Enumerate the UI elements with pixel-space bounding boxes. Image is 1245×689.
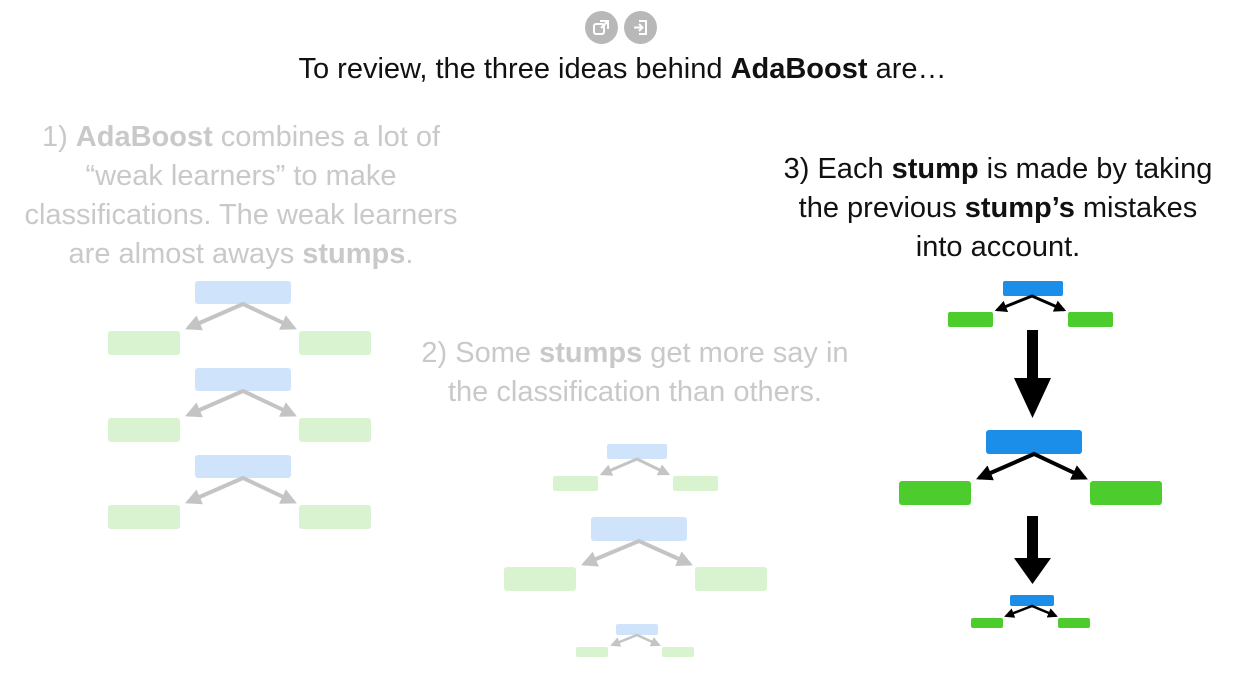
idea-2-caption: 2) Some stumps get more say in the class… (398, 334, 872, 412)
text: are almost aways (68, 238, 303, 270)
stump (108, 281, 371, 355)
toolbar (585, 11, 661, 45)
popout-icon (593, 20, 609, 35)
stump (576, 624, 694, 657)
idea-1-line-2: “weak learners” to make (85, 160, 397, 192)
stump-leaf-left (553, 476, 598, 491)
text: is made by taking (978, 153, 1213, 185)
text: mistakes (1074, 192, 1198, 224)
text: combines a lot of (212, 121, 441, 153)
stump-arrows (994, 294, 1067, 313)
stump-root (616, 624, 658, 635)
idea-1-line-1: 1) AdaBoost combines a lot of (0, 118, 482, 157)
stump-arrows (185, 301, 297, 331)
stump-leaf-right (1090, 481, 1162, 505)
stump-leaf-left (108, 331, 180, 355)
idea-3-line-2: the previous stump’s mistakes (758, 189, 1238, 228)
text: 3) Each (783, 153, 892, 185)
stump (553, 444, 718, 491)
down-arrow (1014, 516, 1051, 584)
stump (108, 455, 371, 529)
bold-text: stump’s (964, 192, 1075, 224)
idea-3-line-1: 3) Each stump is made by taking (758, 150, 1238, 189)
idea-2-line-1: 2) Some stumps get more say in (398, 334, 872, 373)
idea-1-line-3: classifications. The weak learners (24, 199, 458, 231)
stump-leaf-right (299, 331, 371, 355)
stump-leaf-right (299, 418, 371, 442)
stump-arrows (599, 457, 671, 476)
stump-leaf-right (1068, 312, 1113, 327)
stump-leaf-right (1058, 618, 1090, 628)
down-arrow (1014, 330, 1051, 418)
stump (971, 595, 1090, 628)
stump-leaf-right (673, 476, 718, 491)
stump-root (607, 444, 667, 459)
popout-button[interactable] (585, 11, 618, 44)
stump-leaf-left (971, 618, 1003, 628)
text: . (405, 238, 414, 270)
stump-leaf-left (108, 418, 180, 442)
stump-leaf-left (576, 647, 608, 657)
idea-1-line-4: are almost aways stumps. (0, 235, 482, 274)
title-suffix: are… (867, 53, 947, 85)
idea-3-line-3: into account. (915, 231, 1081, 263)
stump-leaf-left (899, 481, 971, 505)
stump (948, 281, 1113, 327)
stump-root (1003, 281, 1063, 296)
stump-root (986, 430, 1082, 454)
bold-text: AdaBoost (75, 121, 213, 153)
bold-text: stump (891, 153, 979, 185)
stump-leaf-right (662, 647, 694, 657)
stump (108, 368, 371, 442)
text: 1) (41, 121, 76, 153)
title-bold: AdaBoost (730, 53, 868, 85)
stump-root (195, 368, 291, 391)
idea-1-caption: 1) AdaBoost combines a lot of “weak lear… (0, 118, 482, 274)
bold-text: stumps (302, 238, 406, 270)
stump-arrows (185, 388, 297, 418)
stump-leaf-right (695, 567, 767, 591)
stump-root (195, 281, 291, 304)
text: the previous (798, 192, 965, 224)
page-title: To review, the three ideas behind AdaBoo… (0, 53, 1245, 86)
stump (899, 430, 1162, 505)
stump-root (591, 517, 687, 541)
stump-arrows (581, 538, 693, 567)
stump-arrows (976, 451, 1088, 481)
idea-2-stumps (504, 444, 767, 657)
idea-1-stumps (108, 281, 371, 529)
stump-arrows (610, 633, 661, 647)
enter-icon (634, 20, 647, 35)
stump-root (195, 455, 291, 478)
stump-leaf-left (948, 312, 993, 327)
text: 2) Some (421, 337, 540, 369)
stump-arrows (1004, 604, 1058, 618)
text: get more say in (642, 337, 849, 369)
stump-root (1010, 595, 1054, 606)
enter-button[interactable] (624, 11, 657, 44)
stump-arrows (185, 475, 297, 505)
idea-3-stumps (899, 281, 1162, 628)
stump-leaf-right (299, 505, 371, 529)
stump (504, 517, 767, 591)
idea-3-caption: 3) Each stump is made by taking the prev… (758, 150, 1238, 267)
idea-2-line-2: the classification than others. (448, 376, 822, 408)
bold-text: stumps (539, 337, 643, 369)
title-prefix: To review, the three ideas behind (298, 53, 731, 85)
stump-leaf-left (108, 505, 180, 529)
stump-leaf-left (504, 567, 576, 591)
